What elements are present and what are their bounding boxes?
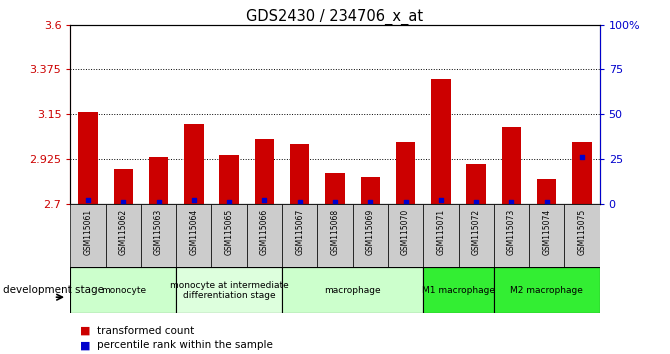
Text: GSM115064: GSM115064 (190, 209, 198, 255)
Bar (431, 79, 450, 204)
Bar (282, 204, 318, 267)
Point (118, 199, 129, 205)
Text: percentile rank within the sample: percentile rank within the sample (97, 340, 273, 350)
Bar (360, 177, 380, 204)
Bar (537, 179, 556, 204)
Point (577, 154, 588, 160)
Bar (494, 267, 600, 313)
Text: GSM115071: GSM115071 (436, 209, 446, 255)
Text: macrophage: macrophage (324, 286, 381, 295)
Bar (502, 127, 521, 204)
Bar (466, 164, 486, 204)
Text: GSM115063: GSM115063 (154, 209, 163, 255)
Bar (176, 204, 212, 267)
Point (259, 197, 270, 203)
Text: ■: ■ (80, 326, 91, 336)
Bar (114, 169, 133, 204)
Bar (184, 124, 204, 204)
Text: GSM115075: GSM115075 (578, 209, 586, 255)
Text: M1 macrophage: M1 macrophage (422, 286, 495, 295)
Text: GSM115070: GSM115070 (401, 209, 410, 255)
Point (471, 199, 482, 205)
Text: ■: ■ (80, 340, 91, 350)
Text: GSM115072: GSM115072 (472, 209, 480, 255)
Bar (106, 204, 141, 267)
Bar (282, 267, 423, 313)
Bar (388, 204, 423, 267)
Point (153, 199, 164, 205)
Point (224, 199, 234, 205)
Text: GSM115074: GSM115074 (542, 209, 551, 255)
Text: GSM115062: GSM115062 (119, 209, 128, 255)
Bar (176, 267, 282, 313)
Text: development stage: development stage (3, 285, 105, 295)
Bar (458, 204, 494, 267)
Point (294, 199, 305, 205)
Text: GSM115061: GSM115061 (84, 209, 92, 255)
Title: GDS2430 / 234706_x_at: GDS2430 / 234706_x_at (247, 8, 423, 25)
Point (400, 199, 411, 205)
Point (541, 199, 552, 205)
Bar (247, 204, 282, 267)
Text: GSM115065: GSM115065 (224, 209, 234, 255)
Bar (290, 144, 310, 204)
Bar (529, 204, 564, 267)
Point (436, 197, 446, 203)
Text: GSM115073: GSM115073 (507, 209, 516, 255)
Bar (564, 204, 600, 267)
Text: monocyte: monocyte (100, 286, 146, 295)
Text: GSM115068: GSM115068 (330, 209, 340, 255)
Text: M2 macrophage: M2 macrophage (511, 286, 583, 295)
Bar (220, 155, 239, 204)
Point (506, 199, 517, 205)
Bar (396, 142, 415, 204)
Text: GSM115067: GSM115067 (295, 209, 304, 255)
Bar (423, 204, 458, 267)
Bar (70, 204, 106, 267)
Text: GSM115069: GSM115069 (366, 209, 375, 255)
Bar (255, 139, 274, 204)
Bar (318, 204, 352, 267)
Bar (326, 173, 344, 204)
Bar (352, 204, 388, 267)
Bar (70, 267, 176, 313)
Bar (149, 158, 168, 204)
Bar (212, 204, 247, 267)
Bar (423, 267, 494, 313)
Point (330, 199, 340, 205)
Text: transformed count: transformed count (97, 326, 194, 336)
Bar (494, 204, 529, 267)
Text: monocyte at intermediate
differentiation stage: monocyte at intermediate differentiation… (170, 281, 289, 300)
Point (188, 197, 199, 203)
Point (82, 197, 93, 203)
Bar (572, 142, 592, 204)
Point (365, 199, 376, 205)
Bar (141, 204, 176, 267)
Text: GSM115066: GSM115066 (260, 209, 269, 255)
Bar (78, 112, 98, 204)
